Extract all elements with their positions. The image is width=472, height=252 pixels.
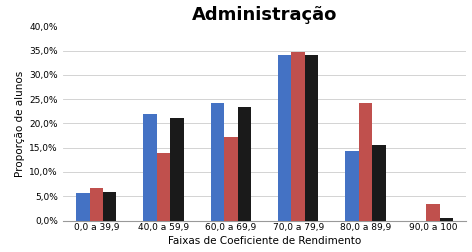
Bar — [237, 107, 251, 220]
Bar — [211, 103, 224, 220]
Y-axis label: Proporção de alunos: Proporção de alunos — [15, 70, 25, 177]
Bar — [76, 193, 90, 220]
Bar — [372, 145, 386, 220]
Bar — [278, 55, 292, 220]
Bar — [90, 187, 103, 220]
Title: Administração: Administração — [192, 6, 337, 23]
Bar — [359, 103, 372, 220]
Bar — [170, 118, 184, 220]
Bar — [103, 192, 117, 220]
Bar — [426, 204, 439, 220]
Bar — [224, 137, 237, 220]
Bar — [305, 55, 319, 220]
Bar — [292, 52, 305, 220]
Bar — [346, 151, 359, 220]
Bar — [157, 153, 170, 220]
Bar — [143, 114, 157, 220]
Bar — [439, 218, 453, 220]
X-axis label: Faixas de Coeficiente de Rendimento: Faixas de Coeficiente de Rendimento — [168, 236, 361, 246]
